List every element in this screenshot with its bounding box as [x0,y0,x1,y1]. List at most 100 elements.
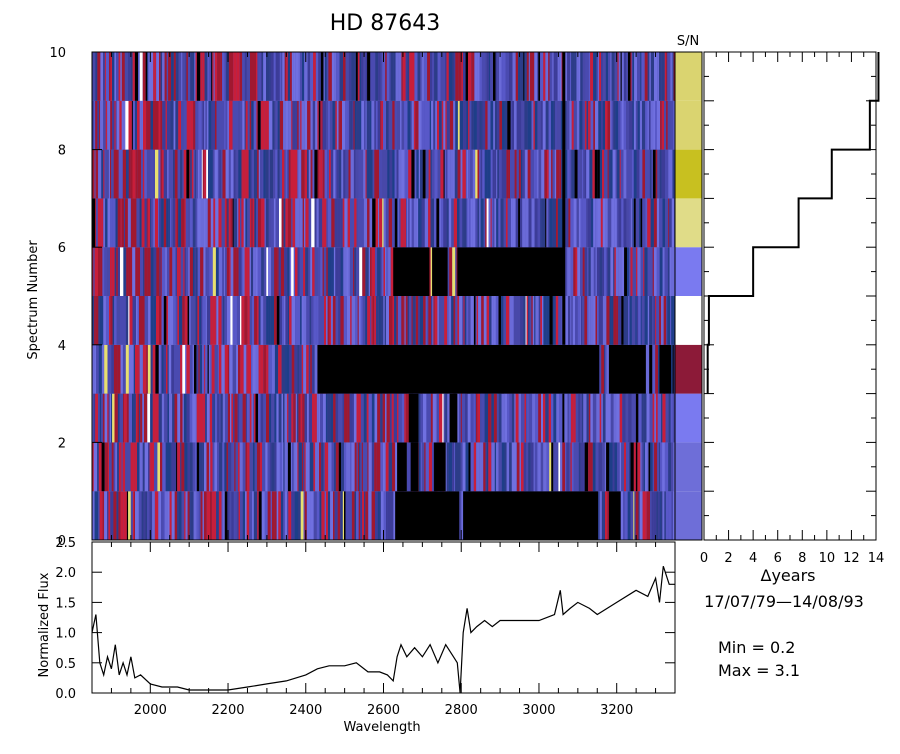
spectrum-stripe [212,52,214,101]
spectrum-stripe [214,393,218,443]
spectrum-stripe [150,198,152,248]
spectrum-stripe [297,247,300,296]
spectrum-stripe [528,296,530,345]
spectrum-stripe [432,442,434,492]
spectrum-stripe [590,198,594,248]
spectrum-row [92,296,678,345]
spectrum-stripe [668,491,672,540]
spectrum-stripe [638,296,641,345]
spectrum-stripe [526,52,529,101]
spectrum-stripe [173,100,176,150]
spectrum-stripe [331,198,335,248]
spectrum-stripe [198,491,201,540]
spectrum-stripe [248,149,251,199]
spectrum-stripe [348,100,351,150]
spectrum-stripe [261,491,265,540]
spectrum-stripe [623,52,627,101]
spectrum-stripe [466,198,468,248]
spectrum-stripe [337,198,341,248]
spectrum-stripe [470,296,474,345]
spectrum-stripe [229,100,233,150]
spectrum-stripe [298,442,302,492]
spectrum-stripe [365,296,368,345]
spectrum-stripe [571,100,574,150]
sn-cell [675,149,702,199]
spectrum-stripe [338,442,342,492]
spectrum-stripe [227,100,230,150]
spectrum-stripe [235,491,238,540]
spectrum-stripe [635,198,639,248]
spectrum-stripe [558,442,561,492]
spectrum-stripe [639,491,643,540]
spectrum-stripe [379,491,381,540]
spectrum-stripe [261,247,264,296]
spectrum-stripe [171,52,174,101]
spectrum-stripe [565,198,569,248]
spectrum-stripe [599,344,602,394]
spectrum-stripe [630,52,632,101]
spectrum-stripe [602,247,605,296]
spectrum-stripe [171,344,174,394]
spectrum-stripe [459,296,463,345]
spectrum-stripe [276,393,279,443]
spectrum-stripe [384,296,386,345]
spectrum-stripe [327,393,331,443]
spectrum-stripe [526,393,528,443]
spectrum-stripe [509,52,513,101]
spectrum-stripe [425,296,427,345]
spectrum-stripe [494,198,497,248]
spectrum-stripe [555,100,557,150]
spectrum-stripe [137,247,141,296]
spectrum-stripe [401,100,404,150]
spectrum-stripe [296,198,300,248]
spectrum-stripe [193,52,195,101]
spectrum-stripe [650,198,654,248]
spectrum-stripe [420,100,422,150]
spectrum-stripe [253,247,256,296]
spectrum-stripe [458,52,462,101]
spectrum-stripe [304,393,307,443]
spectrum-stripe [664,247,668,296]
spectrum-stripe [288,393,292,443]
spectrum-stripe [318,198,323,248]
spectrum-stripe [117,247,120,296]
spectrum-stripe [94,149,96,199]
spectrum-stripe [333,149,336,199]
spectrum-stripe [199,296,201,345]
spectrum-stripe [475,149,478,199]
spectrum-stripe [671,296,674,345]
spectrum-stripe [125,198,128,248]
spectrum-stripe [397,393,399,443]
spectrum-stripe [330,393,334,443]
spectrum-stripe [584,100,587,150]
spectrum-stripe [583,149,585,199]
spectrum-stripe [253,100,257,150]
spectrum-stripe [368,491,372,540]
spectrum-stripe [560,442,563,492]
spectrum-stripe [232,198,234,248]
spectrum-stripe [299,247,304,296]
spectrum-stripe [234,442,236,492]
low-flux-block [395,491,460,540]
spectrum-stripe [247,100,250,150]
spectrum-stripe [359,247,363,296]
spectrum-stripe [586,198,588,248]
spectrum-stripe [319,149,321,199]
spectrum-stripe [273,52,276,101]
spectrum-stripe [505,100,508,150]
spectrum-stripe [168,491,170,540]
spectrum-stripe [292,442,294,492]
spectrum-stripe [291,344,295,394]
spectrum-stripe [401,52,403,101]
spectrum-stripe [185,198,189,248]
spectrum-stripe [210,296,213,345]
spectrum-stripe [117,442,119,492]
spectrum-stripe [642,149,646,199]
spectrum-stripe [162,442,166,492]
spectrum-stripe [387,149,390,199]
spectrum-stripe [240,344,244,394]
spectrum-stripe [268,149,270,199]
spectrum-stripe [588,296,591,345]
spectrum-stripe [145,52,148,101]
spectrum-stripe [258,491,262,540]
